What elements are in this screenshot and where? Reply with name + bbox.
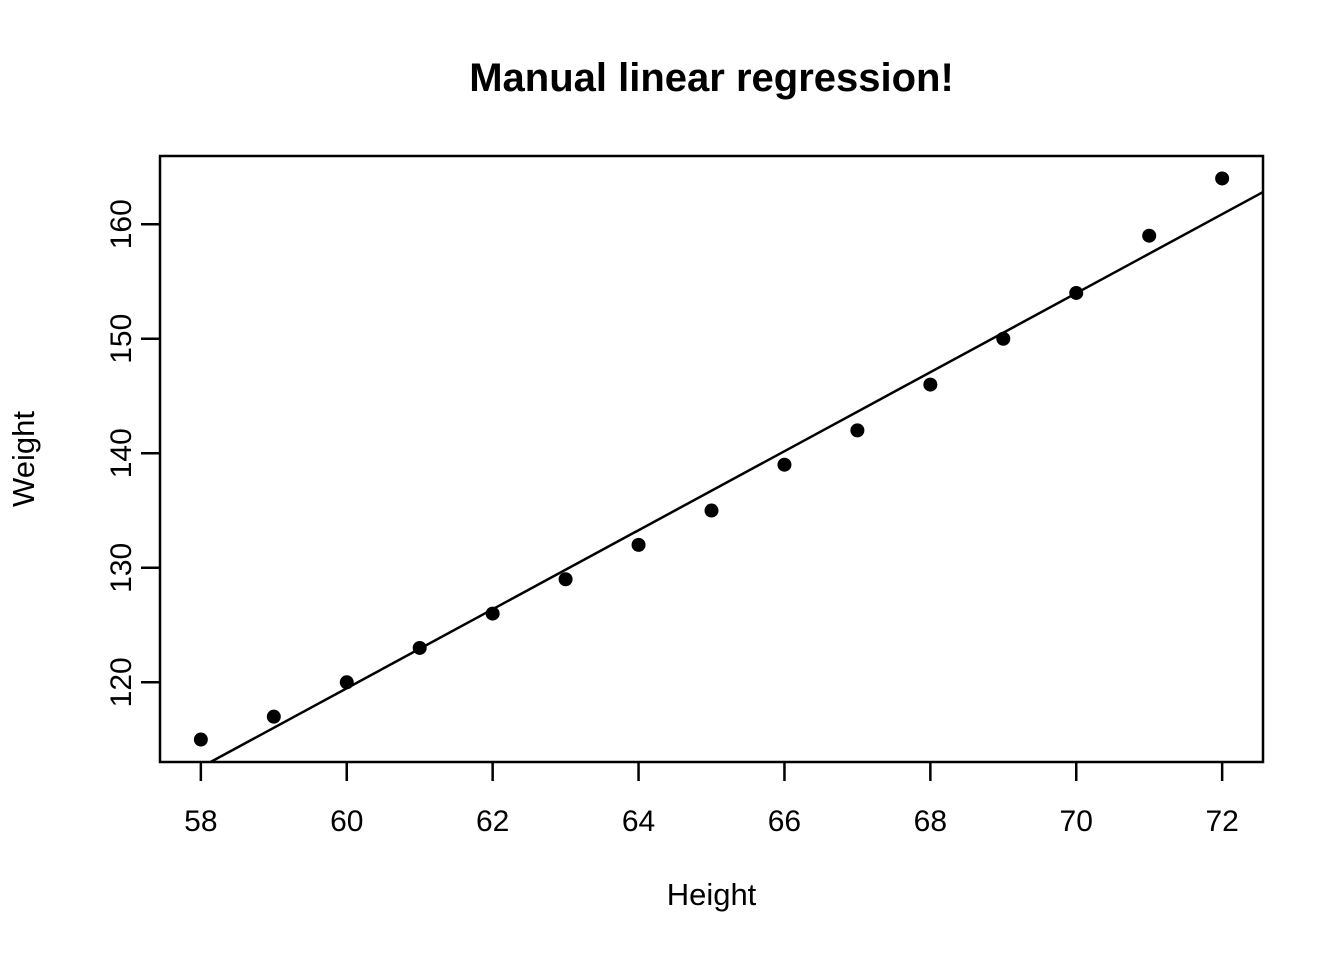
chart-title: Manual linear regression! xyxy=(469,56,954,100)
x-tick-label: 70 xyxy=(1060,805,1093,838)
y-tick-label: 160 xyxy=(105,199,138,249)
x-axis-title: Height xyxy=(666,877,757,912)
regression-line xyxy=(209,190,1264,764)
data-point xyxy=(704,503,719,518)
data-point xyxy=(558,572,573,587)
x-tick-label: 68 xyxy=(914,805,947,838)
y-tick-label: 140 xyxy=(105,428,138,478)
y-tick-label: 120 xyxy=(105,657,138,707)
data-point xyxy=(266,709,281,724)
plot-box xyxy=(158,154,1265,764)
data-point xyxy=(850,423,865,438)
data-point xyxy=(1215,171,1230,186)
x-tick-label: 60 xyxy=(330,805,363,838)
data-point xyxy=(996,331,1011,346)
x-tick-label: 72 xyxy=(1205,805,1238,838)
x-tick-label: 58 xyxy=(184,805,217,838)
data-point xyxy=(631,537,646,552)
x-tick-label: 66 xyxy=(768,805,801,838)
data-point xyxy=(1142,228,1157,243)
data-point xyxy=(485,606,500,621)
data-point xyxy=(339,675,354,690)
y-tick-label: 150 xyxy=(105,314,138,364)
data-point xyxy=(193,732,208,747)
x-tick-label: 62 xyxy=(476,805,509,838)
y-tick-label: 130 xyxy=(105,543,138,593)
x-tick-label: 64 xyxy=(622,805,655,838)
data-point xyxy=(923,377,938,392)
data-point xyxy=(412,640,427,655)
data-point xyxy=(777,457,792,472)
data-point xyxy=(1069,285,1084,300)
y-axis-title: Weight xyxy=(6,411,41,507)
